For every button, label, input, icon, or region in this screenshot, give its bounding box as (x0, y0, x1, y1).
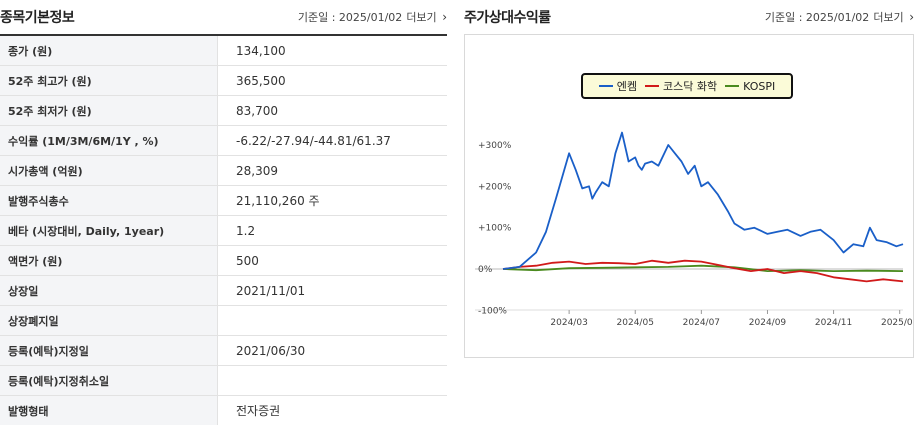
basic-info-more-link[interactable]: 더보기 › (406, 9, 447, 25)
info-row-value: -6.22/-27.94/-44.81/61.37 (236, 133, 391, 148)
x-tick-label: 2024/07 (683, 318, 720, 328)
series-line (502, 259, 904, 283)
info-row: 등록(예탁)지정취소일 (0, 366, 447, 396)
relative-return-meta: 기준일 : 2025/01/02 더보기 › (765, 9, 914, 25)
info-row-value: 21,110,260 주 (236, 194, 320, 208)
y-tick-label: -100% (478, 306, 507, 316)
info-row-value: 83,700 (236, 103, 278, 118)
chevron-right-icon[interactable]: › (909, 10, 914, 24)
info-row: 종가 (원) 134,100 (0, 36, 447, 66)
basic-info-header: 종목기본정보 기준일 : 2025/01/02 더보기 › (0, 0, 447, 34)
chart-container: 엔켐 코스닥 화학 KOSPI -100% 0% +100% +200% +300% 2024… (464, 34, 914, 358)
info-row-value: 134,100 (236, 43, 286, 58)
info-row-label: 발행형태 (0, 396, 218, 425)
info-row: 상장폐지일 (0, 306, 447, 336)
info-row-value (218, 366, 447, 395)
relative-return-chart: -100% 0% +100% +200% +300% 2024/03 2024/05 2024… (475, 131, 914, 328)
info-row-value: 2021/06/30 (236, 343, 306, 358)
legend-label: 엔켐 (616, 80, 637, 93)
chevron-right-icon[interactable]: › (442, 10, 447, 24)
info-row-label: 상장일 (0, 276, 218, 305)
relative-return-date: 기준일 : 2025/01/02 (764, 11, 870, 24)
relative-return-title: 주가상대수익률 (464, 10, 551, 26)
info-row-label: 발행주식총수 (0, 186, 218, 215)
info-row-value: 전자증권 (236, 404, 281, 418)
info-row-label: 베타 (시장대비, Daily, 1year) (0, 216, 218, 245)
info-row-label: 수익률 (1M/3M/6M/1Y , %) (0, 126, 218, 155)
relative-return-panel: 주가상대수익률 기준일 : 2025/01/02 더보기 › 엔켐 코스닥 화학 K… (464, 0, 914, 432)
info-row: 52주 최저가 (원) 83,700 (0, 96, 447, 126)
basic-info-panel: 종목기본정보 기준일 : 2025/01/02 더보기 › 종가 (원) 134,… (0, 0, 447, 432)
info-row: 52주 최고가 (원) 365,500 (0, 66, 447, 96)
y-tick-label: +300% (478, 141, 512, 151)
info-row-value: 28,309 (236, 163, 278, 178)
relative-return-header: 주가상대수익률 기준일 : 2025/01/02 더보기 › (464, 0, 914, 34)
info-row: 발행형태 전자증권 (0, 396, 447, 425)
legend-swatch (645, 85, 659, 87)
basic-info-title: 종목기본정보 (0, 10, 75, 26)
basic-info-date: 기준일 : 2025/01/02 (297, 11, 403, 24)
info-row: 수익률 (1M/3M/6M/1Y , %) -6.22/-27.94/-44.81… (0, 126, 447, 156)
info-row-value: 2021/11/01 (236, 283, 306, 298)
y-tick-label: +100% (478, 224, 512, 234)
info-row-label: 액면가 (원) (0, 246, 218, 275)
legend-swatch (725, 85, 740, 87)
x-tick-label: 2024/05 (617, 318, 654, 328)
info-row-value: 500 (236, 253, 259, 268)
info-row: 상장일 2021/11/01 (0, 276, 447, 306)
info-row: 발행주식총수 21,110,260 주 (0, 186, 447, 216)
series-line (502, 131, 904, 270)
relative-return-more-link[interactable]: 더보기 › (873, 9, 914, 25)
info-row-label: 등록(예탁)지정일 (0, 336, 218, 365)
legend-item[interactable]: 코스닥 화학 (645, 78, 717, 94)
info-row-value: 365,500 (236, 73, 286, 88)
y-tick-label: +200% (478, 182, 512, 192)
series-line (502, 264, 904, 272)
legend-label: 코스닥 화학 (663, 80, 718, 93)
chart-legend: 엔켐 코스닥 화학 KOSPI (581, 73, 793, 99)
basic-info-more-label[interactable]: 더보기 (406, 11, 437, 24)
x-tick-label: 2024/09 (749, 318, 787, 328)
info-row: 등록(예탁)지정일 2021/06/30 (0, 336, 447, 366)
info-row: 베타 (시장대비, Daily, 1year) 1.2 (0, 216, 447, 246)
info-row: 액면가 (원) 500 (0, 246, 447, 276)
basic-info-table: 종가 (원) 134,100 52주 최고가 (원) 365,500 52주 최저가 (… (0, 34, 447, 425)
info-row-label: 종가 (원) (0, 36, 218, 65)
legend-label: KOSPI (743, 79, 776, 93)
info-row-label: 등록(예탁)지정취소일 (0, 366, 218, 395)
info-row: 시가총액 (억원) 28,309 (0, 156, 447, 186)
legend-swatch (598, 85, 613, 87)
info-row-value: 1.2 (236, 223, 256, 238)
info-row-label: 상장폐지일 (0, 306, 218, 335)
x-tick-label: 2025/01 (881, 318, 913, 328)
info-row-label: 52주 최고가 (원) (0, 66, 218, 95)
legend-item[interactable]: KOSPI (725, 80, 775, 93)
legend-item[interactable]: 엔켐 (598, 78, 637, 94)
basic-info-meta: 기준일 : 2025/01/02 더보기 › (298, 9, 447, 25)
relative-return-more-label[interactable]: 더보기 (873, 11, 904, 24)
info-row-label: 시가총액 (억원) (0, 156, 218, 185)
x-tick-label: 2024/03 (550, 318, 587, 328)
info-row-label: 52주 최저가 (원) (0, 96, 218, 125)
y-tick-label: 0% (478, 265, 493, 275)
x-tick-label: 2024/11 (815, 318, 852, 328)
info-row-value (218, 306, 447, 335)
